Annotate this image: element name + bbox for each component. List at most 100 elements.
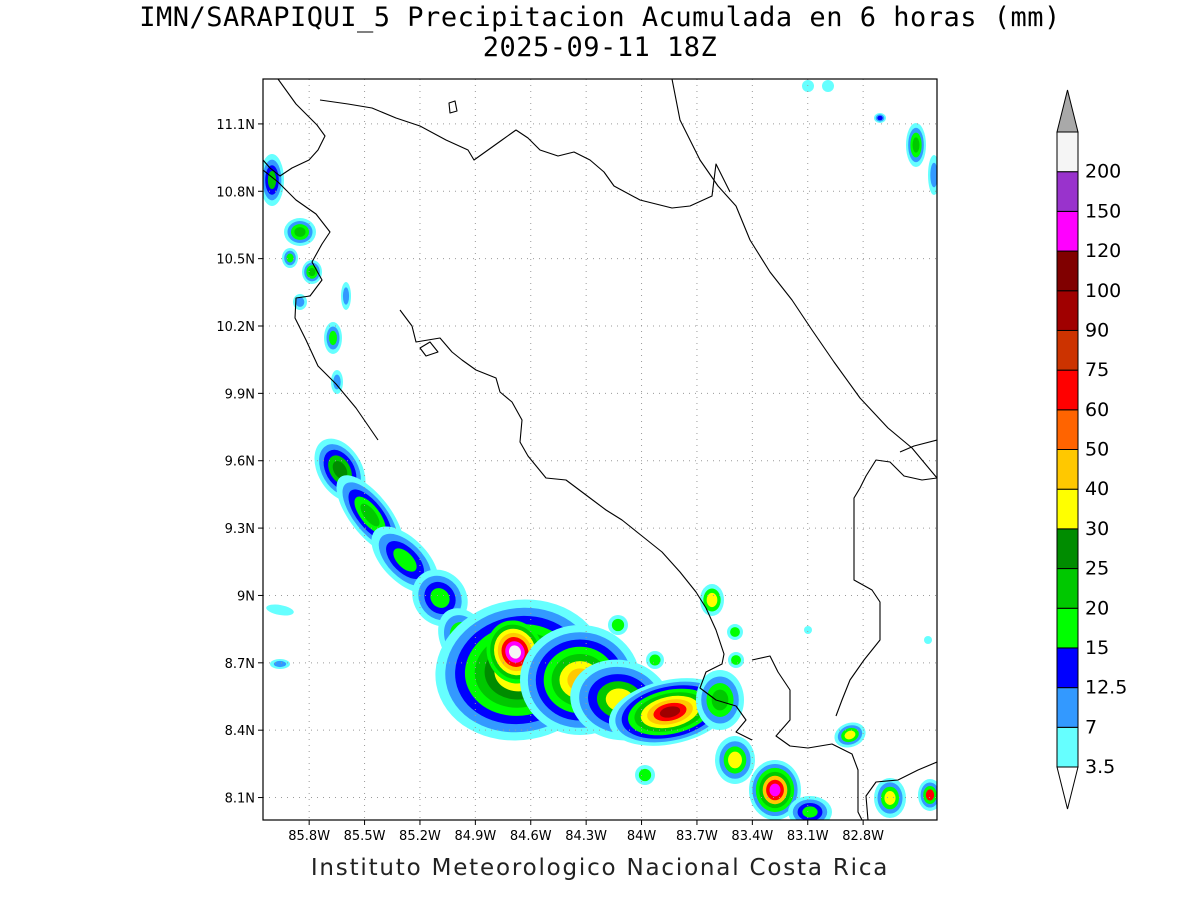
coastline-caribbean — [671, 79, 937, 479]
colorbar-swatch — [1056, 647, 1079, 689]
gulf-shoreline — [399, 309, 753, 741]
colorbar-label: 7 — [1085, 716, 1097, 738]
precip-cell — [342, 287, 350, 305]
precip-cell — [329, 330, 337, 346]
colorbar-label: 12.5 — [1085, 677, 1127, 699]
precip-cell — [509, 645, 521, 659]
precip-cell — [659, 706, 681, 718]
colorbar-swatch — [1056, 329, 1079, 371]
precip-cell — [731, 655, 741, 665]
lake-outline — [419, 341, 439, 357]
colorbar-label: 50 — [1085, 439, 1109, 461]
precip-cell — [769, 783, 781, 797]
colorbar-max-arrow — [1056, 89, 1079, 133]
coastline-south — [865, 761, 937, 820]
colorbar-swatch — [1056, 687, 1079, 728]
lon-tick-label: 84W — [627, 829, 657, 844]
colorbar-swatch — [1056, 290, 1079, 331]
colorbar-label: 25 — [1085, 558, 1109, 580]
colorbar-label: 150 — [1085, 200, 1121, 222]
colorbar-swatch — [1056, 449, 1079, 490]
precip-cell — [924, 636, 932, 644]
lon-tick-label: 85.2W — [399, 829, 441, 844]
precip-cell — [393, 548, 417, 572]
lon-tick-label: 83.7W — [676, 829, 718, 844]
colorbar-swatch — [1056, 369, 1079, 411]
precip-cell — [333, 374, 341, 390]
coastline-east-pacific — [899, 439, 937, 453]
colorbar-swatch — [1056, 250, 1079, 292]
colorbar-label: 60 — [1085, 399, 1109, 421]
lat-tick-label: 9.3N — [225, 522, 255, 537]
precip-cell — [802, 806, 818, 818]
colorbar-label: 15 — [1085, 637, 1109, 659]
colorbar-swatch — [1056, 726, 1079, 768]
coastline-pacific — [263, 169, 379, 441]
precip-cell — [360, 503, 380, 527]
precip-cell — [925, 789, 935, 801]
lat-lon-grid — [263, 79, 937, 820]
colorbar-label: 20 — [1085, 597, 1109, 619]
lon-tick-label: 84.6W — [510, 829, 552, 844]
lon-tick-label: 83.1W — [787, 829, 829, 844]
colorbar-legend: 3.5 7 12.5 15 20 25 30 40 50 60 75 90 100 120 150 200 — [1056, 89, 1127, 810]
lon-tick-label: 82.8W — [842, 829, 884, 844]
precip-cell — [884, 791, 896, 805]
precip-cell — [930, 162, 937, 188]
coastlines-borders — [263, 79, 937, 820]
lat-tick-label: 10.5N — [216, 253, 255, 268]
credit-footer: Instituto Meteorologico Nacional Costa R… — [310, 855, 890, 881]
coastline-osa — [751, 655, 863, 820]
colorbar-label: 120 — [1085, 240, 1121, 262]
precip-cell — [294, 227, 306, 237]
lon-tick-label: 84.3W — [565, 829, 607, 844]
map-title: IMN/SARAPIQUI_5 Precipitacion Acumulada … — [139, 2, 1061, 33]
precip-cell — [912, 137, 920, 153]
colorbar-label: 200 — [1085, 161, 1121, 183]
precip-cell — [286, 253, 294, 263]
lon-tick-label: 85.8W — [288, 829, 330, 844]
border-nicaragua — [319, 99, 731, 209]
lat-tick-label: 8.4N — [225, 724, 255, 739]
precip-cell — [611, 618, 625, 632]
precip-cell — [649, 654, 661, 666]
border-panama — [835, 459, 937, 717]
precip-cell — [332, 461, 348, 479]
precip-cell — [877, 115, 883, 121]
precip-cell — [295, 297, 305, 307]
lon-tick-label: 83.4W — [731, 829, 773, 844]
colorbar-label: 40 — [1085, 478, 1109, 500]
colorbar-label: 90 — [1085, 319, 1109, 341]
colorbar-label: 75 — [1085, 359, 1109, 381]
precipitation-field — [263, 80, 937, 820]
colorbar-swatch — [1056, 607, 1079, 649]
lon-tick-label: 85.5W — [344, 829, 386, 844]
precip-cell — [430, 588, 450, 608]
colorbar-swatch — [1056, 488, 1079, 530]
colorbar-label: 3.5 — [1085, 756, 1115, 778]
lon-tick-label: 84.9W — [454, 829, 496, 844]
colorbar-swatch — [1056, 409, 1079, 450]
lat-tick-label: 10.2N — [216, 320, 255, 335]
lat-tick-label: 8.1N — [225, 792, 255, 807]
lat-tick-label: 9.6N — [225, 455, 255, 470]
lat-tick-label: 9.9N — [225, 387, 255, 402]
precip-cell — [308, 267, 316, 277]
coastline-north — [263, 79, 326, 177]
colorbar-label: 100 — [1085, 280, 1121, 302]
map-frame — [262, 78, 938, 821]
colorbar-swatch — [1056, 131, 1079, 173]
colorbar-label: 30 — [1085, 518, 1109, 540]
precip-cell — [266, 604, 294, 616]
precip-cell — [711, 689, 729, 711]
precip-cell — [273, 660, 287, 668]
precip-cell — [728, 751, 742, 769]
lat-tick-label: 11.1N — [216, 118, 255, 133]
precip-cell — [804, 626, 812, 634]
lat-tick-label: 10.8N — [216, 185, 255, 200]
precip-cell — [706, 592, 718, 608]
map-subtitle-datetime: 2025-09-11 18Z — [482, 32, 718, 63]
colorbar-swatch — [1056, 528, 1079, 570]
latitude-tick-labels: 8.1N 8.4N 8.7N 9N 9.3N 9.6N 9.9N 10.2N 10.5N 10.8… — [216, 118, 263, 807]
